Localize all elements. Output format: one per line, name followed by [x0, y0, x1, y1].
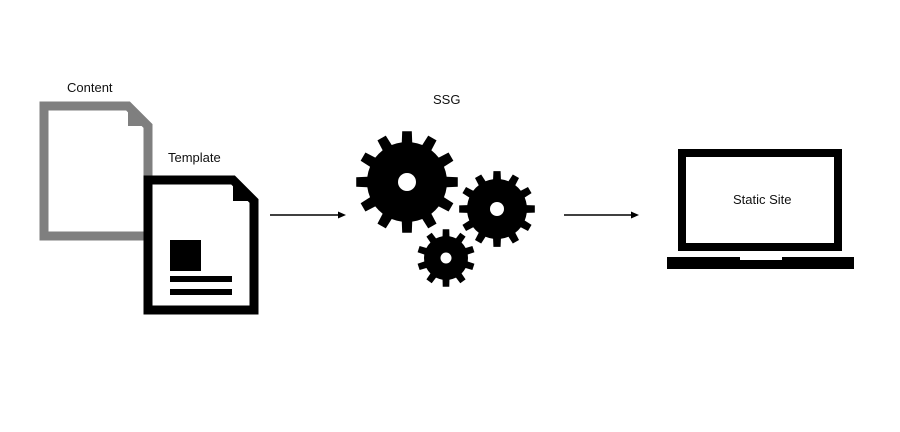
content-label: Content: [67, 80, 113, 95]
large-gear-hole: [398, 173, 416, 191]
small-gear-hole: [440, 252, 452, 264]
template-text-line: [170, 276, 232, 282]
medium-gear-hole: [490, 202, 504, 216]
laptop-notch: [740, 257, 782, 260]
template-image-block: [170, 240, 201, 271]
laptop-base: [667, 257, 854, 269]
static-site-label: Static Site: [733, 192, 792, 207]
laptop-screen: [678, 149, 842, 251]
ssg-label: SSG: [433, 92, 461, 107]
laptop-icon: [667, 149, 854, 269]
arrow-to-site: [564, 211, 639, 219]
content-document-icon: [39, 101, 153, 241]
template-label: Template: [168, 150, 221, 165]
gears-icon: [356, 131, 535, 287]
template-document-icon: [143, 175, 259, 315]
arrow-to-ssg: [270, 211, 346, 219]
template-text-line: [170, 289, 232, 295]
